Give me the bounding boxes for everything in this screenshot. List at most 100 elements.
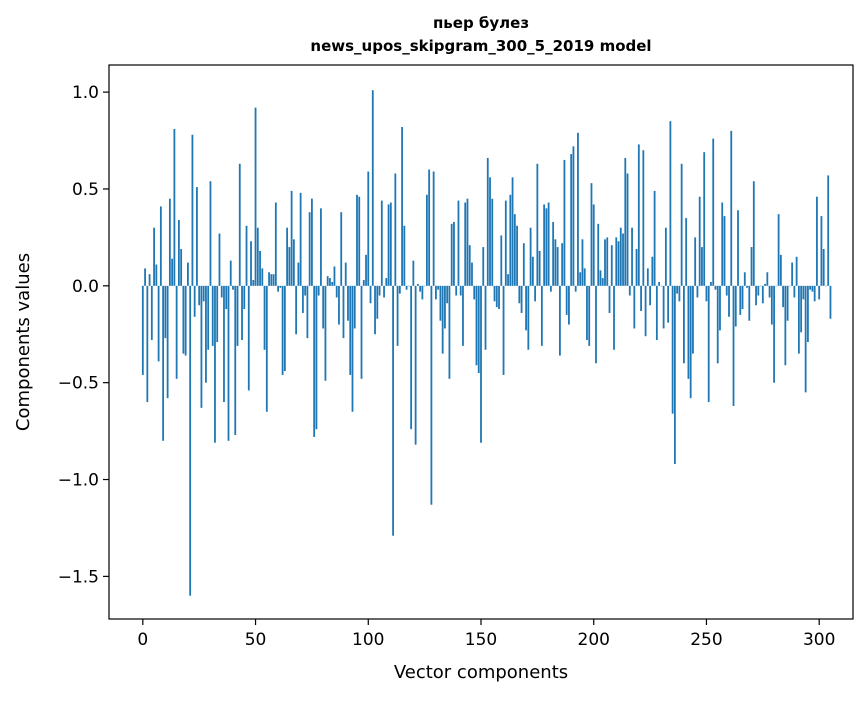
bar: [374, 286, 376, 334]
bar: [385, 278, 387, 286]
bar: [469, 245, 471, 286]
bar: [383, 286, 385, 298]
bar: [552, 222, 554, 286]
bar: [403, 226, 405, 286]
bar: [390, 203, 392, 286]
bar: [514, 214, 516, 286]
bar: [329, 278, 331, 286]
bar: [604, 239, 606, 285]
bar: [543, 204, 545, 285]
bar: [295, 286, 297, 334]
bar: [724, 216, 726, 286]
bar: [593, 204, 595, 285]
bar: [669, 121, 671, 286]
bar: [297, 263, 299, 286]
bar: [183, 286, 185, 354]
bar: [800, 286, 802, 332]
bar: [597, 224, 599, 286]
bar: [814, 286, 816, 302]
bar: [697, 286, 699, 298]
bar: [527, 286, 529, 350]
bar: [275, 203, 277, 286]
bar: [142, 286, 144, 375]
bar: [688, 286, 690, 379]
bar: [334, 266, 336, 285]
bar: [530, 228, 532, 286]
bar: [755, 286, 757, 305]
bar: [225, 286, 227, 309]
bar: [370, 286, 372, 303]
bar: [462, 286, 464, 346]
bar: [566, 286, 568, 315]
bar: [257, 228, 259, 286]
bar: [221, 286, 223, 298]
bar: [591, 183, 593, 286]
bar: [649, 286, 651, 305]
bar: [818, 286, 820, 300]
bar: [557, 247, 559, 286]
bar: [773, 286, 775, 383]
bar: [627, 173, 629, 285]
bar: [223, 286, 225, 402]
bar: [559, 286, 561, 356]
bar: [496, 286, 498, 307]
bar: [268, 272, 270, 286]
bar: [638, 144, 640, 285]
bar: [237, 286, 239, 346]
bar: [178, 220, 180, 286]
bar: [169, 199, 171, 286]
bars-group: [142, 90, 831, 596]
bar: [356, 195, 358, 286]
bar: [609, 286, 611, 313]
bar: [703, 152, 705, 286]
x-tick-label: 50: [245, 630, 267, 650]
bar: [189, 286, 191, 596]
bar: [748, 286, 750, 321]
bar: [444, 286, 446, 329]
bar: [270, 274, 272, 286]
bar: [155, 265, 157, 286]
y-tick-label: 0.0: [72, 277, 99, 297]
bar: [367, 172, 369, 286]
bar: [803, 286, 805, 300]
chart-title-line2: news_upos_skipgram_300_5_2019 model: [310, 37, 651, 55]
bar: [633, 286, 635, 329]
bar: [361, 286, 363, 379]
bar: [588, 286, 590, 346]
bar: [564, 160, 566, 286]
bar: [338, 286, 340, 325]
y-tick-label: −1.0: [58, 471, 99, 491]
bar: [821, 216, 823, 286]
bar: [735, 286, 737, 327]
bar: [160, 206, 162, 285]
bar: [232, 286, 234, 290]
bar: [343, 286, 345, 338]
bar: [620, 228, 622, 286]
bar: [757, 286, 759, 296]
bar: [778, 214, 780, 286]
bar: [151, 286, 153, 340]
bar: [327, 276, 329, 286]
bar: [273, 274, 275, 286]
bar: [737, 210, 739, 286]
bar: [187, 263, 189, 286]
bar: [570, 154, 572, 286]
bar: [476, 286, 478, 365]
bar: [250, 241, 252, 286]
bar: [830, 286, 832, 319]
bar: [203, 286, 205, 302]
bar: [782, 286, 784, 307]
bar: [809, 286, 811, 290]
bar: [228, 286, 230, 441]
bar: [406, 286, 408, 290]
bar: [746, 286, 748, 288]
bar: [523, 243, 525, 286]
bar: [331, 282, 333, 286]
bar: [354, 286, 356, 329]
y-tick-label: −1.5: [58, 567, 99, 587]
x-axis-label: Vector components: [394, 662, 568, 683]
bar: [798, 286, 800, 354]
bar: [264, 286, 266, 350]
bar: [573, 146, 575, 285]
bar: [766, 272, 768, 286]
